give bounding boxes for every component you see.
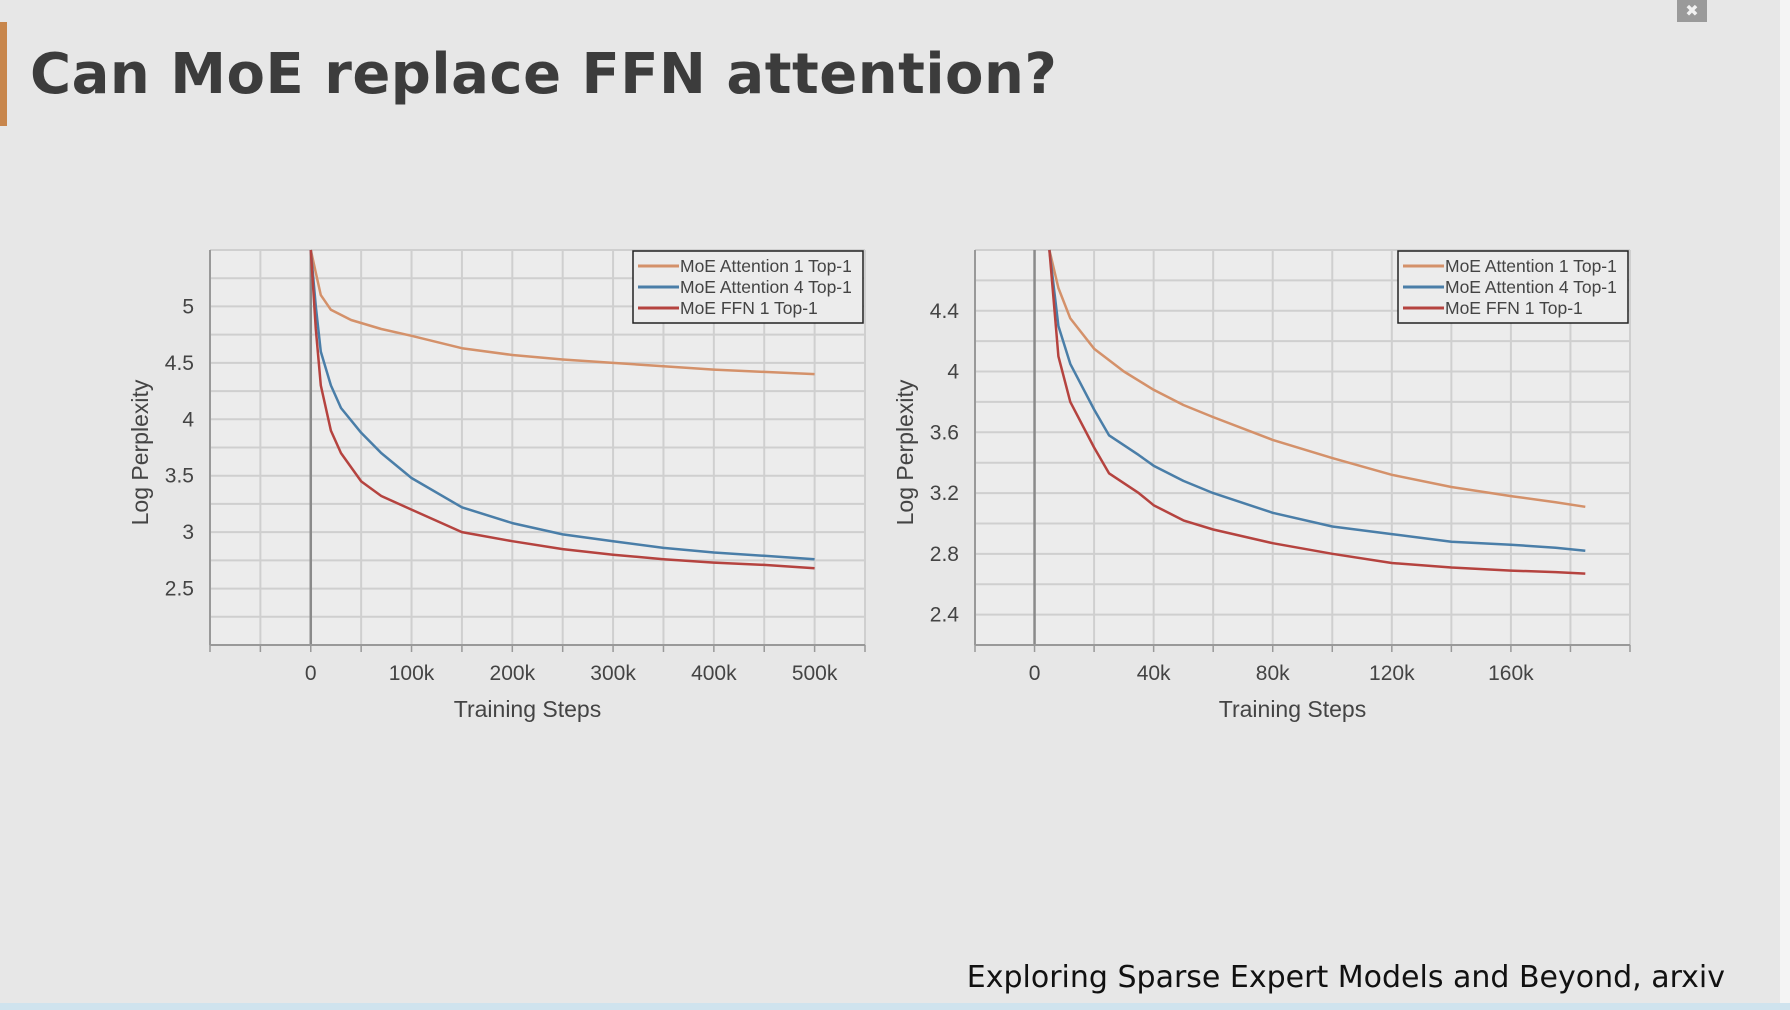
x-tick-label: 400k xyxy=(691,662,737,685)
x-tick-label: 160k xyxy=(1488,662,1534,685)
series-line xyxy=(1048,249,1586,575)
x-tick-label: 120k xyxy=(1369,662,1415,685)
x-tick-label: 80k xyxy=(1256,662,1290,685)
y-tick-label: 2.4 xyxy=(930,604,960,627)
series-line xyxy=(1048,249,1586,553)
x-tick-label: 40k xyxy=(1137,662,1171,685)
bottom-edge-strip xyxy=(0,1003,1790,1010)
x-tick-label: 0 xyxy=(1029,662,1041,685)
x-tick-label: 300k xyxy=(590,662,636,685)
exit-fullscreen-icon[interactable]: ✖ xyxy=(1677,0,1707,22)
legend-entry: MoE Attention 1 Top-1 xyxy=(680,256,852,276)
slide-title: Can MoE replace FFN attention? xyxy=(30,42,1058,107)
series-line xyxy=(309,249,815,570)
y-tick-label: 4.4 xyxy=(930,300,960,323)
y-tick-label: 4 xyxy=(182,408,194,431)
chart-right: 0 40k 80k 120k 160k 2.4 2.8 3.2 3.6 4 4.4 Training … xyxy=(892,249,1631,722)
y-tick-label: 3 xyxy=(182,521,194,544)
y-tick-label: 2.5 xyxy=(165,578,194,601)
chart-left: 0 100k 200k 300k 400k 500k 2.5 3 3.5 4 4.5 5 Trainin… xyxy=(127,249,866,722)
legend-entry: MoE Attention 1 Top-1 xyxy=(1445,256,1617,276)
x-tick-label: 100k xyxy=(389,662,435,685)
x-tick-label: 200k xyxy=(490,662,536,685)
legend-entry: MoE Attention 4 Top-1 xyxy=(1445,277,1617,297)
y-tick-label: 2.8 xyxy=(930,543,959,566)
y-tick-label: 3.5 xyxy=(165,465,194,488)
right-edge-strip xyxy=(1780,0,1790,1010)
y-tick-label: 5 xyxy=(182,295,194,318)
y-tick-label: 4.5 xyxy=(165,352,194,375)
y-tick-label: 3.2 xyxy=(930,482,959,505)
series-line xyxy=(1048,249,1586,509)
citation: Exploring Sparse Expert Models and Beyon… xyxy=(966,960,1725,995)
y-axis-title: Log Perplexity xyxy=(127,379,153,525)
series-line xyxy=(309,249,815,376)
legend-entry: MoE FFN 1 Top-1 xyxy=(1445,298,1583,318)
series-line xyxy=(309,249,815,561)
legend-entry: MoE FFN 1 Top-1 xyxy=(680,298,818,318)
y-tick-label: 4 xyxy=(947,361,959,384)
x-tick-label: 500k xyxy=(792,662,838,685)
y-axis-title: Log Perplexity xyxy=(892,379,918,525)
title-accent-bar xyxy=(0,22,7,126)
x-axis-title: Training Steps xyxy=(454,696,601,722)
legend-entry: MoE Attention 4 Top-1 xyxy=(680,277,852,297)
x-axis-title: Training Steps xyxy=(1219,696,1366,722)
y-tick-label: 3.6 xyxy=(930,421,959,444)
x-tick-label: 0 xyxy=(305,662,317,685)
